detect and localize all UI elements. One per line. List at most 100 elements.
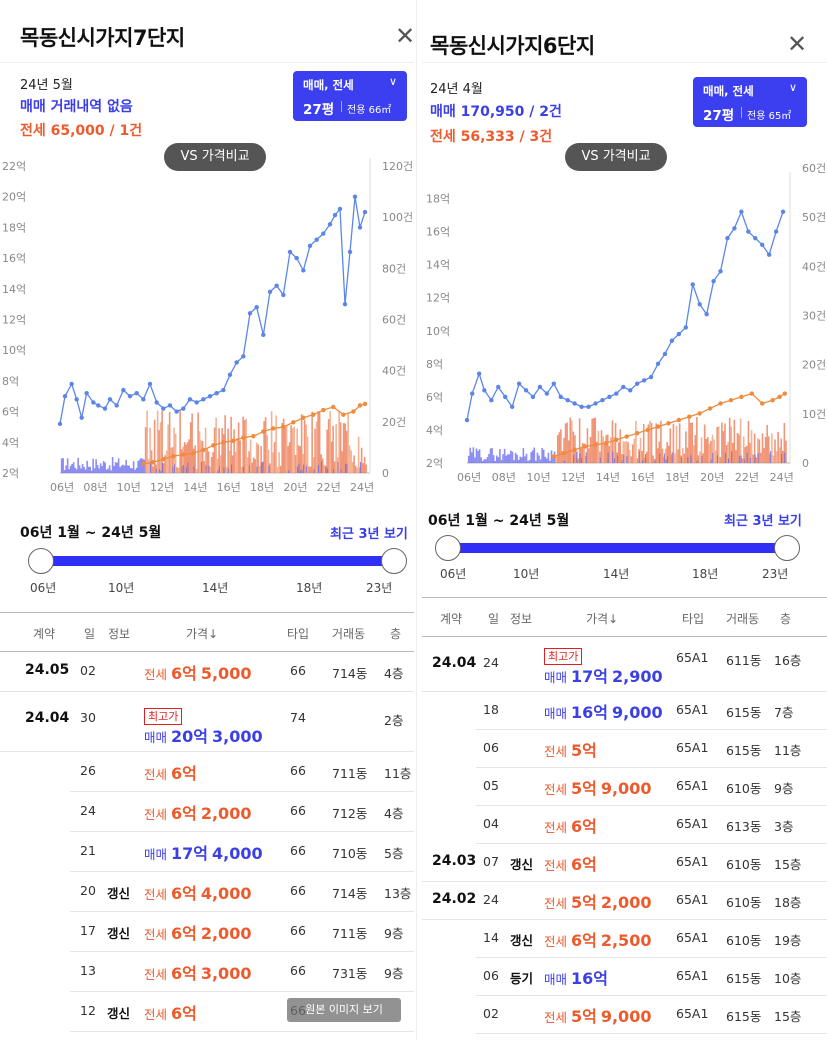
data-point[interactable] bbox=[96, 403, 101, 408]
range-slider-start-handle[interactable] bbox=[435, 535, 461, 561]
data-point[interactable] bbox=[161, 456, 166, 462]
table-row[interactable]: 24.04 30 최고가 매매 20억 3,000 74 2층 bbox=[0, 692, 414, 752]
data-point[interactable] bbox=[227, 372, 233, 377]
data-point[interactable] bbox=[121, 387, 126, 393]
data-point[interactable] bbox=[530, 394, 536, 400]
data-point[interactable] bbox=[261, 332, 266, 338]
data-point[interactable] bbox=[655, 424, 661, 429]
table-row[interactable]: 05 전세 5억 9,000 65A1 610동 9층 bbox=[422, 768, 827, 806]
data-point[interactable] bbox=[509, 404, 515, 409]
type-selector-button[interactable]: 매매, 전세 ∨ 27평 전용 65㎡ bbox=[693, 77, 807, 127]
data-point[interactable] bbox=[739, 394, 744, 400]
data-point[interactable] bbox=[572, 401, 577, 406]
data-point[interactable] bbox=[221, 440, 226, 445]
data-point[interactable] bbox=[773, 229, 779, 234]
table-row[interactable]: 20 갱신 전세 6억 4,000 66 714동 13층 bbox=[0, 872, 414, 912]
data-point[interactable] bbox=[728, 397, 734, 403]
data-point[interactable] bbox=[187, 397, 193, 402]
table-row[interactable]: 24.05 02 전세 6억 5,000 66 714동 4층 bbox=[0, 652, 414, 692]
header-price[interactable]: 가격↓ bbox=[586, 612, 619, 626]
data-point[interactable] bbox=[181, 406, 186, 411]
data-point[interactable] bbox=[191, 450, 196, 456]
data-point[interactable] bbox=[314, 237, 319, 242]
data-point[interactable] bbox=[311, 412, 316, 417]
data-point[interactable] bbox=[593, 442, 598, 448]
data-point[interactable] bbox=[221, 387, 226, 393]
data-point[interactable] bbox=[201, 447, 206, 453]
data-point[interactable] bbox=[523, 388, 529, 393]
data-point[interactable] bbox=[607, 394, 612, 400]
data-point[interactable] bbox=[362, 401, 368, 407]
table-row[interactable]: 06 등기 매매 16억 65A1 615동 10층 bbox=[422, 958, 827, 996]
header-day[interactable]: 일 bbox=[488, 612, 500, 626]
data-point[interactable] bbox=[687, 414, 692, 419]
header-type[interactable]: 타입 bbox=[682, 612, 705, 626]
data-point[interactable] bbox=[634, 381, 640, 386]
range-slider-track[interactable] bbox=[448, 543, 788, 553]
data-point[interactable] bbox=[482, 388, 487, 393]
data-point[interactable] bbox=[161, 406, 166, 411]
data-point[interactable] bbox=[572, 447, 577, 452]
data-point[interactable] bbox=[648, 374, 654, 380]
table-row[interactable]: 04 전세 6억 65A1 613동 3층 bbox=[422, 806, 827, 844]
data-point[interactable] bbox=[476, 371, 482, 376]
header-info[interactable]: 정보 bbox=[108, 627, 131, 641]
data-point[interactable] bbox=[770, 397, 775, 403]
data-point[interactable] bbox=[79, 415, 84, 420]
table-row[interactable]: 13 전세 6억 3,000 66 731동 9층 bbox=[0, 952, 414, 992]
data-point[interactable] bbox=[69, 381, 74, 387]
header-type[interactable]: 타입 bbox=[287, 627, 310, 641]
data-point[interactable] bbox=[690, 282, 695, 287]
data-point[interactable] bbox=[201, 397, 206, 402]
vs-compare-button[interactable]: VS 가격비교 bbox=[164, 143, 266, 171]
data-point[interactable] bbox=[624, 434, 629, 439]
data-point[interactable] bbox=[782, 391, 787, 396]
data-point[interactable] bbox=[697, 302, 702, 307]
data-point[interactable] bbox=[294, 255, 299, 261]
table-row[interactable]: 14 갱신 전세 6억 2,500 65A1 610동 19층 bbox=[422, 920, 827, 958]
data-point[interactable] bbox=[766, 252, 772, 257]
data-point[interactable] bbox=[749, 391, 754, 396]
data-point[interactable] bbox=[341, 412, 346, 417]
data-point[interactable] bbox=[337, 206, 343, 212]
data-point[interactable] bbox=[753, 236, 758, 241]
table-row[interactable]: 26 전세 6억 66 711동 11층 bbox=[0, 752, 414, 792]
data-point[interactable] bbox=[127, 394, 133, 399]
data-point[interactable] bbox=[641, 378, 647, 383]
header-contract[interactable]: 계약 bbox=[33, 627, 56, 641]
data-point[interactable] bbox=[281, 424, 286, 430]
data-point[interactable] bbox=[267, 289, 273, 295]
data-point[interactable] bbox=[241, 435, 246, 440]
recent-3y-link[interactable]: 최근 3년 보기 bbox=[724, 514, 802, 529]
data-point[interactable] bbox=[551, 381, 557, 386]
data-point[interactable] bbox=[74, 397, 79, 402]
table-row[interactable]: 17 갱신 전세 6억 2,000 66 711동 9층 bbox=[0, 912, 414, 952]
data-point[interactable] bbox=[579, 404, 584, 409]
data-point[interactable] bbox=[628, 388, 633, 393]
data-point[interactable] bbox=[301, 415, 306, 420]
data-point[interactable] bbox=[614, 437, 619, 443]
data-point[interactable] bbox=[725, 236, 730, 241]
data-point[interactable] bbox=[582, 444, 588, 449]
data-point[interactable] bbox=[669, 338, 675, 343]
close-icon[interactable]: ✕ bbox=[395, 22, 414, 50]
data-point[interactable] bbox=[357, 403, 363, 408]
range-slider-track[interactable] bbox=[42, 556, 394, 566]
data-point[interactable] bbox=[352, 194, 358, 199]
data-point[interactable] bbox=[102, 406, 108, 411]
data-point[interactable] bbox=[544, 391, 550, 396]
data-point[interactable] bbox=[134, 390, 139, 396]
table-row[interactable]: 24.04 24 최고가 매매 17억 2,900 65A1 611동 16층 bbox=[422, 637, 827, 692]
data-point[interactable] bbox=[551, 454, 557, 459]
data-point[interactable] bbox=[464, 417, 470, 423]
data-point[interactable] bbox=[760, 242, 765, 248]
data-point[interactable] bbox=[586, 404, 591, 409]
data-point[interactable] bbox=[503, 394, 508, 400]
data-point[interactable] bbox=[247, 311, 253, 316]
data-point[interactable] bbox=[739, 209, 744, 214]
data-point[interactable] bbox=[645, 427, 650, 433]
data-point[interactable] bbox=[291, 420, 296, 425]
data-point[interactable] bbox=[351, 409, 356, 414]
data-point[interactable] bbox=[516, 381, 522, 386]
data-point[interactable] bbox=[287, 249, 293, 255]
